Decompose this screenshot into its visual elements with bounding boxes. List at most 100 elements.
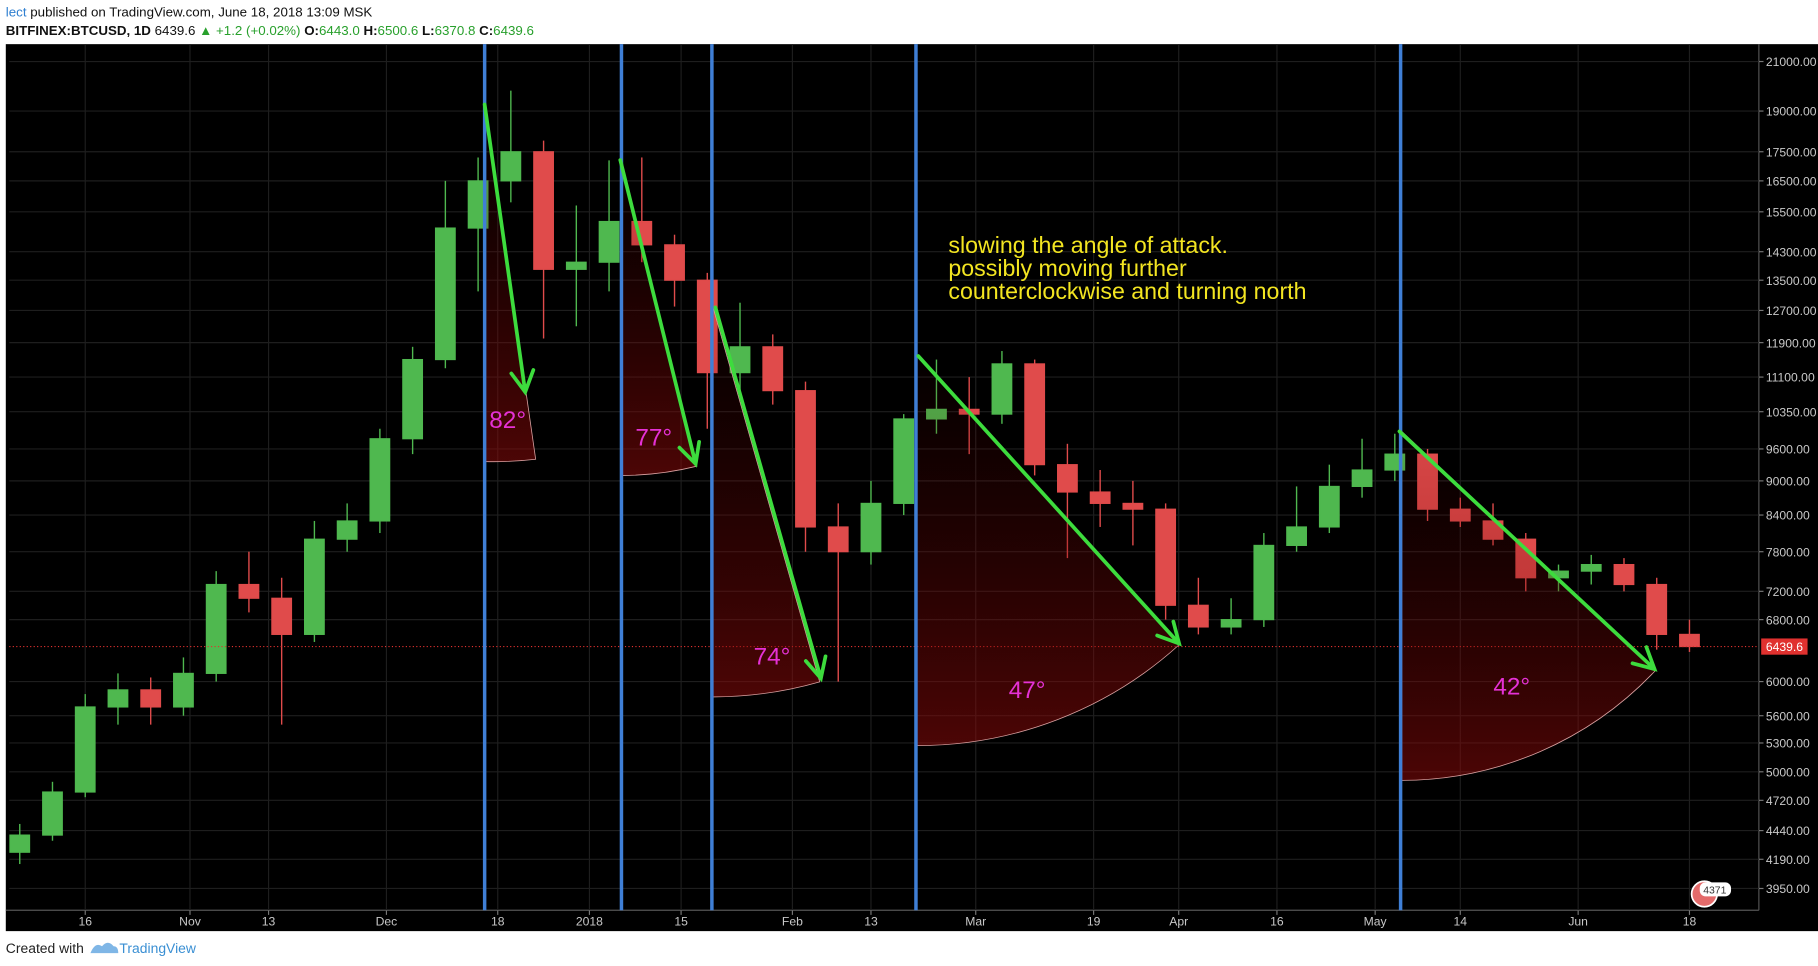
y-tick-label: 12700.00: [1766, 304, 1817, 318]
arrow: [713, 305, 828, 683]
change: ▲ +1.2 (+0.02%): [199, 23, 300, 38]
y-tick-label: 21000.00: [1766, 55, 1817, 69]
note-line: counterclockwise and turning north: [948, 278, 1306, 304]
candle-body: [1155, 508, 1177, 606]
y-tick-label: 9600.00: [1766, 443, 1810, 457]
candle-body: [1024, 363, 1046, 466]
candle-body: [1089, 491, 1111, 504]
angle-label: 42°: [1493, 674, 1530, 701]
y-tick-label: 4190.00: [1766, 853, 1810, 867]
y-tick-label: 19000.00: [1766, 105, 1817, 119]
x-tick-label: Dec: [376, 914, 398, 928]
candle-body: [1122, 502, 1144, 510]
angle-sector: [1401, 430, 1657, 781]
y-tick-label: 7800.00: [1766, 545, 1810, 559]
drawings: 82° 77° 74° 47° 42° slowing the angle of…: [482, 44, 1658, 911]
arrow: [482, 102, 536, 396]
y-tick-label: 5600.00: [1766, 709, 1810, 723]
y-tick-label: 3950.00: [1766, 882, 1810, 896]
y-tick-label: 5300.00: [1766, 737, 1810, 751]
candle-body: [598, 220, 620, 263]
candle-body: [140, 689, 162, 708]
published: published on TradingView.com, June 18, 2…: [30, 4, 372, 19]
x-tick-label: Feb: [782, 914, 803, 928]
candle-body: [271, 597, 293, 635]
candle-body: [565, 261, 587, 270]
badge-text: 4371: [1703, 885, 1726, 896]
candle-body: [1318, 485, 1340, 528]
candle-body: [795, 390, 816, 528]
candle-body: [107, 689, 129, 708]
candle-body: [173, 672, 194, 708]
arrow: [916, 354, 1182, 647]
footer-logo[interactable]: TradingView: [90, 940, 197, 956]
angle-sector: [916, 354, 1180, 747]
badge-box: [1699, 882, 1732, 897]
candle-body: [205, 583, 227, 674]
note-line: slowing the angle of attack.: [948, 232, 1228, 258]
arrow: [1397, 429, 1658, 672]
candle-body: [434, 227, 456, 361]
candle-body: [893, 418, 915, 504]
quote-label: H:: [363, 23, 377, 38]
symbol: BITFINEX:BTCUSD, 1D: [6, 23, 152, 38]
x-tick-label: 2018: [576, 914, 603, 928]
footer-brand[interactable]: TradingView: [119, 940, 196, 956]
candle-body: [827, 526, 849, 553]
note-line: possibly moving further: [948, 255, 1187, 281]
quote-value: 6443.0: [319, 23, 360, 38]
x-tick-label: 14: [1454, 914, 1468, 928]
angle-label: 82°: [489, 407, 526, 434]
candle-body: [860, 502, 882, 553]
x-tick-label: Mar: [965, 914, 986, 928]
y-tick-label: 8400.00: [1766, 509, 1810, 523]
candle-body: [1679, 633, 1700, 648]
quote-label: L:: [422, 23, 435, 38]
header-line: lect published on TradingView.com, June …: [6, 4, 373, 19]
candle-body: [42, 791, 63, 836]
author[interactable]: lect: [6, 4, 27, 19]
x-tick-label: May: [1364, 914, 1388, 928]
last-price-label: 6439.6: [1766, 640, 1803, 654]
candle-body: [304, 538, 325, 635]
angle-label: 74°: [754, 643, 791, 670]
quote-line: BITFINEX:BTCUSD, 1D 6439.6 ▲ +1.2 (+0.02…: [6, 23, 534, 38]
last-price-box: [1761, 638, 1808, 655]
badge: 4371: [1690, 880, 1732, 908]
arrows: [482, 102, 1658, 683]
candle-body: [402, 358, 424, 440]
quote-value: 6439.6: [493, 23, 534, 38]
y-tick-label: 6800.00: [1766, 613, 1810, 627]
y-tick-label: 14300.00: [1766, 245, 1817, 259]
x-tick-label: Jun: [1568, 914, 1588, 928]
candle-body: [500, 151, 522, 182]
y-tick-label: 9000.00: [1766, 475, 1810, 489]
x-tick-label: 13: [262, 914, 276, 928]
vertical-markers: [482, 44, 1403, 911]
x-tick-label: 18: [491, 914, 505, 928]
last: 6439.6: [155, 23, 196, 38]
y-tick-label: 11900.00: [1766, 336, 1816, 350]
footer-created: Created with: [6, 940, 84, 956]
y-tick-label: 7200.00: [1766, 585, 1810, 599]
candle-body: [1187, 604, 1209, 628]
candle-body: [1253, 544, 1275, 621]
x-tick-label: 16: [1270, 914, 1284, 928]
candle-body: [1613, 563, 1635, 586]
candle-body: [991, 363, 1013, 415]
candle-body: [1351, 469, 1373, 487]
x-tick-label: 18: [1683, 914, 1697, 928]
quote-label: O:: [304, 23, 319, 38]
candle-body: [533, 151, 554, 270]
angle-label: 77°: [635, 424, 672, 451]
x-tick-label: Nov: [179, 914, 202, 928]
candle-body: [1286, 526, 1307, 546]
y-tick-label: 5000.00: [1766, 765, 1810, 779]
x-tick-label: Apr: [1169, 914, 1188, 928]
y-tick-label: 4720.00: [1766, 794, 1810, 808]
y-tick-label: 16500.00: [1766, 175, 1817, 189]
y-tick-label: 4440.00: [1766, 824, 1810, 838]
candle-body: [1646, 583, 1668, 635]
